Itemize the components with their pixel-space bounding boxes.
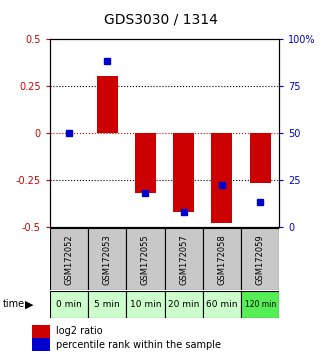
Bar (32, 338, 50, 351)
Text: GSM172059: GSM172059 (256, 234, 265, 285)
Text: GSM172052: GSM172052 (65, 234, 74, 285)
Text: 10 min: 10 min (130, 300, 161, 309)
Bar (203, 291, 241, 318)
Bar (164, 228, 203, 290)
Bar (211, 133, 232, 223)
Text: ▶: ▶ (25, 299, 33, 309)
Bar (250, 133, 271, 183)
Bar (88, 228, 126, 290)
Text: 60 min: 60 min (206, 300, 238, 309)
Text: GDS3030 / 1314: GDS3030 / 1314 (104, 12, 217, 27)
Bar (241, 228, 279, 290)
Text: 120 min: 120 min (245, 300, 276, 309)
Text: GSM172055: GSM172055 (141, 234, 150, 285)
Bar (173, 133, 194, 212)
Text: time: time (3, 299, 25, 309)
Bar (135, 133, 156, 193)
Bar (97, 76, 118, 133)
Bar (241, 291, 279, 318)
Bar (203, 228, 241, 290)
Text: 20 min: 20 min (168, 300, 199, 309)
Text: log2 ratio: log2 ratio (56, 326, 103, 336)
Bar (126, 291, 164, 318)
Text: GSM172057: GSM172057 (179, 234, 188, 285)
Text: 5 min: 5 min (94, 300, 120, 309)
Text: percentile rank within the sample: percentile rank within the sample (56, 339, 221, 350)
Bar (126, 228, 164, 290)
Text: 0 min: 0 min (56, 300, 82, 309)
Bar (50, 291, 88, 318)
Text: GSM172058: GSM172058 (217, 234, 226, 285)
Bar (88, 291, 126, 318)
Bar (50, 228, 88, 290)
Text: GSM172053: GSM172053 (103, 234, 112, 285)
Bar (32, 325, 50, 338)
Bar (164, 291, 203, 318)
